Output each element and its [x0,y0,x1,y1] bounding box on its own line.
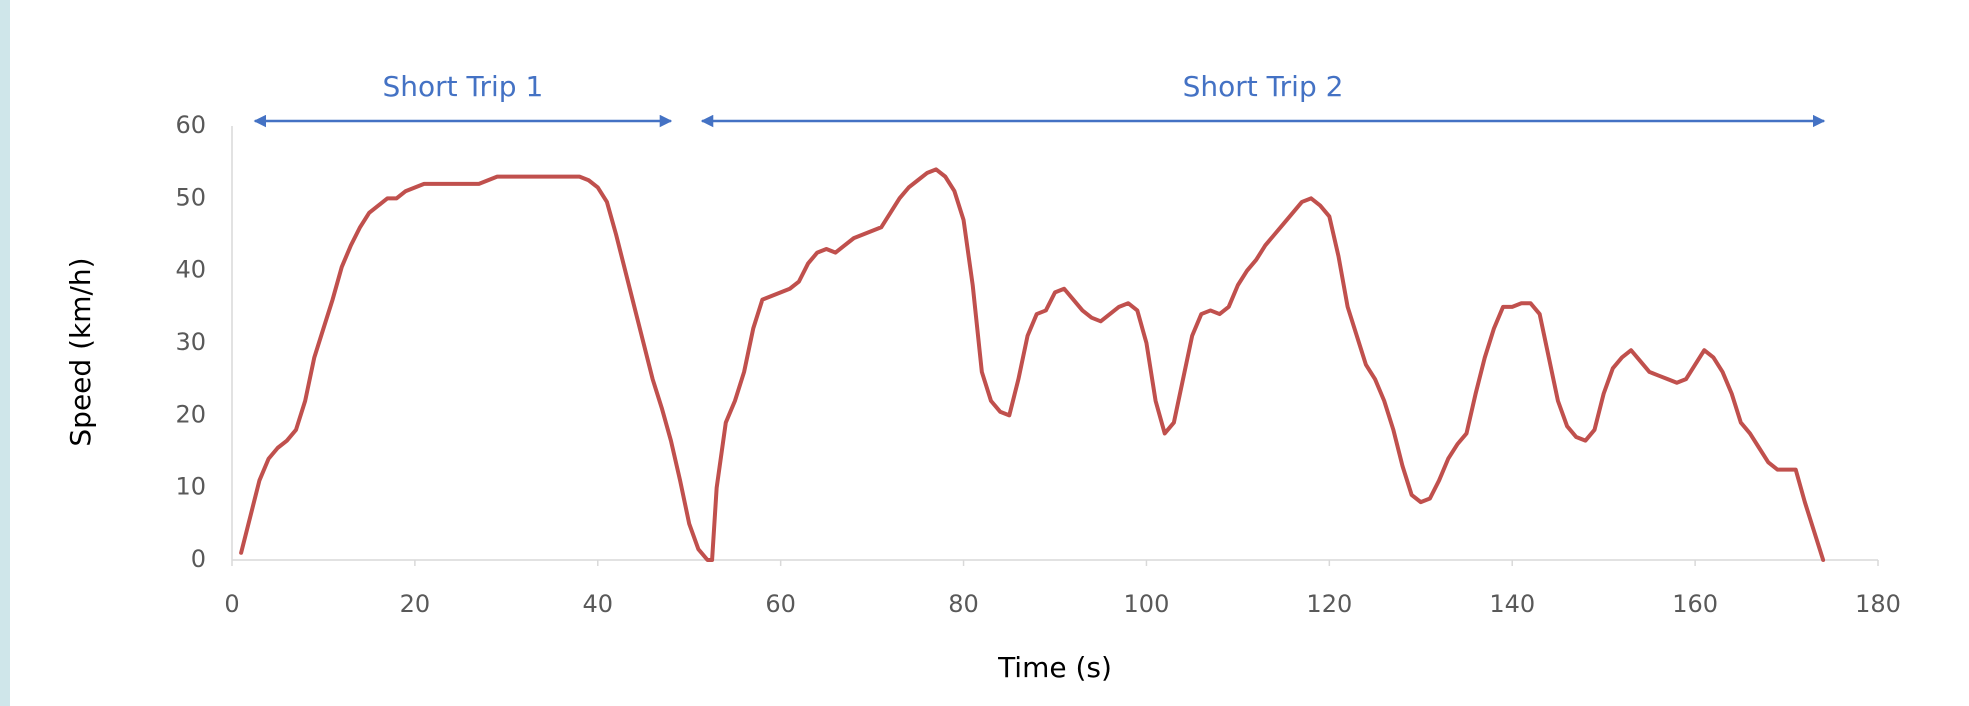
speed-line [239,167,1826,562]
annotation-label: Short Trip 1 [382,70,543,103]
x-tick-label: 140 [1489,590,1535,618]
x-tick-label: 60 [765,590,796,618]
x-tick-label: 20 [400,590,431,618]
x-axis-title: Time (s) [997,651,1112,684]
annotation-label: Short Trip 2 [1183,70,1344,103]
y-tick-label: 40 [175,256,206,284]
y-tick-label: 20 [175,400,206,428]
y-tick-label: 50 [175,183,206,211]
y-tick-label: 10 [175,473,206,501]
x-tick-label: 100 [1124,590,1170,618]
x-tick-label: 40 [583,590,614,618]
y-tick-label: 0 [191,545,206,573]
y-tick-label: 60 [175,111,206,139]
x-tick-label: 0 [224,590,239,618]
x-tick-label: 160 [1672,590,1718,618]
x-tick-label: 80 [948,590,979,618]
x-tick-label: 120 [1306,590,1352,618]
x-tick-label: 180 [1855,590,1901,618]
y-tick-label: 30 [175,328,206,356]
y-axis-title: Speed (km/h) [64,257,97,446]
